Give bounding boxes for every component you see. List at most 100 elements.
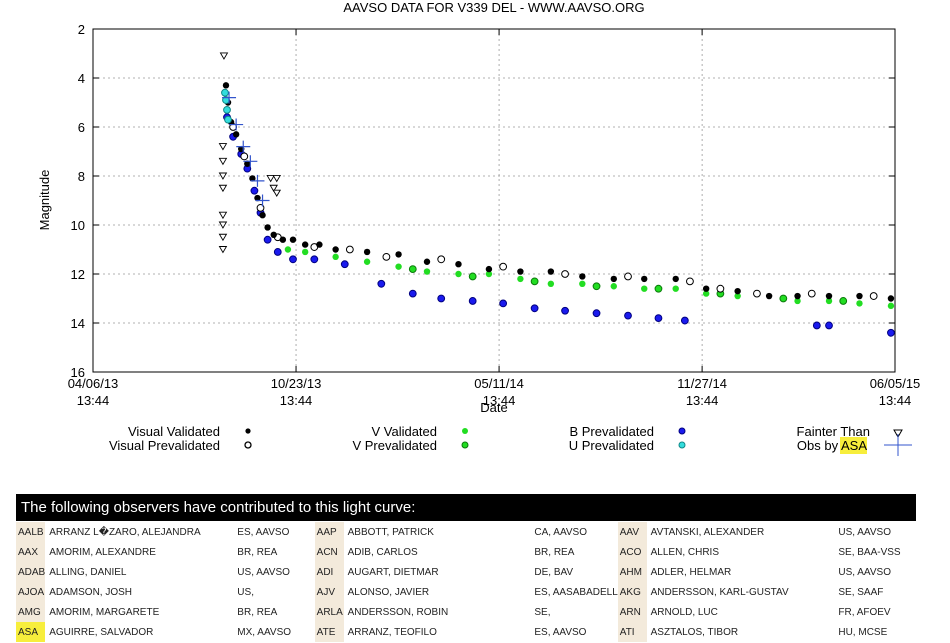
visual-validated-point [395, 251, 402, 258]
observer-location: MX, AAVSO [237, 626, 292, 638]
observer-location: ES, AAVSO [534, 626, 587, 638]
observer-row: AAX AMORIM, ALEXANDRE BR, REA ACN ADIB, CARL… [16, 542, 916, 562]
visual-validated-point [270, 231, 277, 238]
legend-obs-highlight [840, 437, 867, 454]
visual-validated-point [579, 273, 586, 280]
b-prevalidated-point [812, 321, 821, 330]
x-tick-label-date: 10/23/13 [271, 376, 322, 391]
legend-v-prevalidated-marker [461, 441, 469, 449]
observer-name: AMORIM, ALEXANDRE [49, 546, 156, 558]
visual-validated-point [363, 248, 371, 256]
observer-name: ALONSO, JAVIER [347, 586, 430, 598]
v-validated-point [794, 297, 801, 305]
observer-name: ARRANZ, TEOFILO [347, 626, 437, 638]
plot-area [92, 28, 896, 373]
observer-location: US, [237, 586, 254, 598]
v-prevalidated-point [408, 265, 417, 274]
x-axis-ticks: 04/06/13 13:44 10/23/13 13:44 05/11/14 13:44 1… [68, 29, 921, 408]
visual-validated-point [825, 292, 833, 300]
chart-title: AAVSO DATA FOR V339 DEL - WWW.AAVSO.ORG [343, 0, 644, 15]
visual-validated-point [249, 175, 256, 182]
legend-fainter-than-label: Fainter Than [797, 424, 870, 439]
b-prevalidated-point [340, 260, 349, 269]
visual-validated-point [332, 246, 339, 253]
observer-name: ALLEN, CHRIS [650, 546, 719, 558]
observer-name: AGUIRRE, SALVADOR [49, 626, 154, 638]
observer-name: ABBOTT, PATRICK [347, 526, 434, 538]
v-prevalidated-point [530, 277, 539, 286]
visual-validated-point [794, 292, 801, 300]
observer-location: BR, REA [237, 546, 278, 558]
visual-validated-point [702, 285, 710, 292]
observer-code: AJV [314, 582, 344, 602]
visual-prevalidated-point [753, 289, 761, 298]
observer-name: ALLING, DANIEL [49, 566, 127, 578]
visual-validated-point [423, 258, 431, 265]
b-prevalidated-point [289, 255, 297, 264]
y-tick-label: 14 [71, 316, 85, 331]
legend-obs-by-prefix: Obs by [797, 438, 841, 453]
legend: Visual Validated Visual Prevalidated V V… [109, 424, 912, 456]
u-prevalidated-point [224, 115, 232, 124]
visual-prevalidated-point [345, 245, 354, 254]
observer-row: AMG AMORIM, MARGARETE BR, REA ARLA ANDERSSON… [16, 602, 916, 622]
observer-code: AKG [617, 582, 647, 602]
v-prevalidated-point [654, 284, 663, 293]
legend-visual-validated-marker [245, 428, 251, 434]
y-tick-label: 12 [71, 267, 85, 282]
y-axis-label: Magnitude [37, 170, 52, 231]
observer-location: SE, SAAF [838, 586, 884, 598]
observer-code: ADAB [16, 562, 46, 582]
observer-row: ASA AGUIRRE, SALVADOR MX, AAVSO ATE ARRANZ, … [16, 622, 916, 642]
visual-validated-point [641, 275, 648, 283]
observer-location: CA, AAVSO [534, 526, 587, 538]
observer-location: FR, AFOEV [838, 606, 891, 618]
observers-header: The following observers have contributed… [16, 494, 916, 521]
fainter-than-point [218, 184, 228, 193]
x-tick-label-date: 11/27/14 [677, 376, 727, 391]
b-prevalidated-point [825, 321, 833, 330]
visual-prevalidated-point [869, 292, 878, 300]
observer-location: US, AAVSO [838, 526, 891, 538]
observer-code: AAX [16, 542, 46, 562]
fainter-than-point [218, 233, 228, 242]
legend-visual-prevalidated-label: Visual Prevalidated [109, 438, 220, 453]
visual-prevalidated-point [561, 270, 569, 278]
u-prevalidated-point [223, 105, 231, 114]
observer-code: ARLA [314, 602, 344, 622]
observer-row: ADAB ALLING, DANIEL US, AAVSO ADI AUGART, DI… [16, 562, 916, 582]
x-tick-label-date: 05/11/14 [474, 376, 524, 391]
observer-row: AJOA ADAMSON, JOSH US, AJV ALONSO, JAVIER ES,… [16, 582, 916, 602]
visual-prevalidated-point [240, 152, 249, 161]
observer-row: AALB ARRANZ L�ZARO, ALEJANDRA ES, AAVSO AAP… [16, 522, 916, 542]
observer-location: SE, [534, 606, 551, 618]
b-prevalidated-point [561, 306, 569, 315]
observer-code: ADI [314, 562, 344, 582]
visual-validated-point [734, 287, 741, 295]
v-validated-point [672, 285, 679, 292]
observer-code: AAP [314, 522, 344, 542]
visual-validated-point [485, 265, 493, 273]
obs-by-asa-point [229, 118, 244, 131]
obs-by-asa-point [243, 155, 258, 168]
v-validated-point [423, 268, 431, 275]
observer-code: AAV [617, 522, 647, 542]
legend-fainter-than-marker [893, 429, 903, 439]
visual-prevalidated-point [382, 252, 391, 261]
v-validated-point [455, 270, 462, 278]
visual-validated-point [259, 212, 266, 219]
observer-name: AMORIM, MARGARETE [49, 606, 160, 618]
fainter-than-point [218, 143, 228, 151]
observer-location: DE, BAV [534, 566, 574, 578]
observer-name: ARRANZ L�ZARO, ALEJANDRA [49, 526, 201, 538]
fainter-than-point [218, 172, 228, 180]
x-tick-label-date: 06/05/15 [870, 376, 921, 391]
visual-validated-point [289, 236, 297, 243]
v-validated-point [856, 300, 863, 307]
legend-b-prevalidated-marker [678, 427, 686, 435]
fainter-than-point [218, 221, 228, 229]
observer-code: ARN [617, 602, 647, 622]
visual-validated-point [672, 275, 679, 283]
data-points [218, 52, 895, 337]
